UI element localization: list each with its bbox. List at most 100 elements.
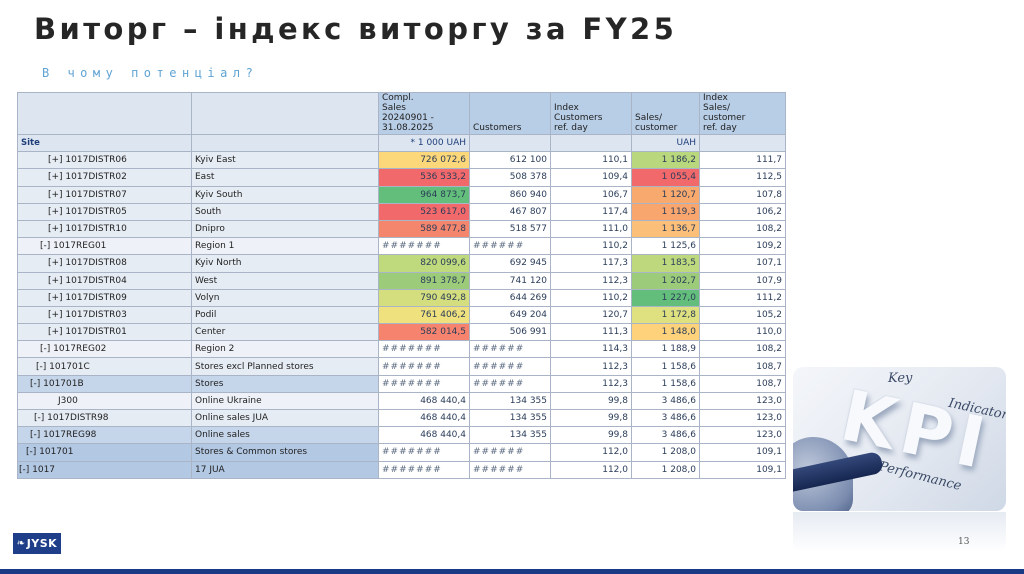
header-index-sales-per-customer[interactable]: Index Sales/ customer ref. day [699,92,786,135]
table-row: [+] 1017DISTR04 West 891 378,7 741 120 1… [17,271,786,290]
site-code[interactable]: [+] 1017DISTR01 [17,323,192,342]
index-spc-cell: 108,2 [699,340,786,359]
customers-cell: 506 991 [469,323,551,342]
index-spc-cell: 109,1 [699,460,786,479]
header-sales-line: Sales [382,103,406,113]
sales-cell: 964 873,7 [378,185,470,204]
customers-cell: 644 269 [469,288,551,307]
header-line: ref. day [703,123,737,133]
customers-cell: 134 355 [469,408,551,428]
header-line: ref. day [554,123,588,133]
index-spc-cell: 106,2 [699,202,786,221]
site-name: Online sales [191,426,379,445]
spc-cell: 3 486,6 [631,426,700,445]
site-code[interactable]: [+] 1017DISTR04 [17,271,192,290]
site-code[interactable]: [+] 1017DISTR03 [17,305,192,325]
customers-cell: 860 940 [469,185,551,204]
header-blank-2 [191,92,379,135]
site-code[interactable]: [-] 1017REG02 [17,340,192,359]
header-line: Sales/ [635,113,662,123]
site-name: Dnipro [191,219,379,239]
header-sales-line: Compl. [382,93,414,104]
sales-cell: ####### [378,340,470,359]
customers-cell: ###### [469,374,551,393]
spc-cell: 1 136,7 [631,219,700,239]
site-code[interactable]: [+] 1017DISTR06 [17,151,192,170]
site-code[interactable]: [-] 1017REG01 [17,237,192,256]
table-row: [-] 1017REG01 Region 1 ####### ###### 11… [17,237,786,256]
index-spc-cell: 107,1 [699,254,786,273]
site-code[interactable]: [+] 1017DISTR08 [17,254,192,273]
sales-cell: 536 533,2 [378,168,470,187]
spc-cell: 1 208,0 [631,443,700,462]
customers-cell: 467 807 [469,202,551,221]
site-code[interactable]: [+] 1017DISTR10 [17,219,192,239]
customers-cell: ###### [469,340,551,359]
customers-cell: 649 204 [469,305,551,325]
index-spc-cell: 109,1 [699,443,786,462]
spc-cell: 1 158,6 [631,374,700,393]
header-sales[interactable]: Compl. Sales 20240901 - 31.08.2025 [378,92,470,135]
sales-cell: 468 440,4 [378,426,470,445]
header-blank-1 [17,92,192,135]
site-name: 17 JUA [191,460,379,479]
units-blank [699,133,786,153]
sales-cell: 523 617,0 [378,202,470,221]
header-line: Customers [554,113,603,123]
logo-text: JYSK [26,537,58,550]
spc-cell: 1 172,8 [631,305,700,325]
site-name: Online sales JUA [191,408,379,428]
sales-unit: * 1 000 UAH [378,133,470,153]
index-customers-cell: 117,3 [550,254,632,273]
units-blank [191,133,379,153]
index-customers-cell: 111,0 [550,219,632,239]
customers-cell: ###### [469,460,551,479]
index-spc-cell: 111,2 [699,288,786,307]
site-name: Podil [191,305,379,325]
footer-bar [0,569,1024,574]
index-customers-cell: 120,7 [550,305,632,325]
site-code[interactable]: [+] 1017DISTR09 [17,288,192,307]
site-code[interactable]: [-] 101701C [17,357,192,376]
site-code[interactable]: [-] 1017REG98 [17,426,192,445]
table-row: [-] 1017REG02 Region 2 ####### ###### 11… [17,340,786,359]
spc-cell: 1 158,6 [631,357,700,376]
table-row: [-] 101701 Stores & Common stores ######… [17,443,786,462]
sales-cell: ####### [378,443,470,462]
site-code[interactable]: [+] 1017DISTR07 [17,185,192,204]
table-row: [+] 1017DISTR07 Kyiv South 964 873,7 860… [17,185,786,204]
units-blank [550,133,632,153]
header-sales-per-customer[interactable]: Sales/ customer [631,92,700,135]
site-code[interactable]: [-] 1017 [17,460,192,479]
site-code[interactable]: [-] 101701B [17,374,192,393]
site-name: South [191,202,379,221]
index-customers-cell: 111,3 [550,323,632,342]
site-name: Online Ukraine [191,391,379,411]
index-customers-cell: 112,0 [550,460,632,479]
kpi-illustration: KPI Key Indicator Performance [793,367,1006,511]
table-row: [-] 1017REG98 Online sales 468 440,4 134… [17,426,786,445]
site-name: Volyn [191,288,379,307]
site-code[interactable]: [+] 1017DISTR02 [17,168,192,187]
customers-cell: 741 120 [469,271,551,290]
spc-cell: 1 183,5 [631,254,700,273]
site-code[interactable]: [+] 1017DISTR05 [17,202,192,221]
jysk-logo: ❧ JYSK [13,533,61,554]
header-line: customer [703,113,746,123]
site-code[interactable]: [-] 101701 [17,443,192,462]
site-name: Kyiv North [191,254,379,273]
customers-cell: 508 378 [469,168,551,187]
header-customers-label: Customers [473,123,522,133]
spc-cell: 1 120,7 [631,185,700,204]
site-code[interactable]: [-] 1017DISTR98 [17,408,192,428]
index-customers-cell: 99,8 [550,426,632,445]
site-name: West [191,271,379,290]
table-row: [+] 1017DISTR06 Kyiv East 726 072,6 612 … [17,151,786,170]
sales-cell: 589 477,8 [378,219,470,239]
index-customers-cell: 112,0 [550,443,632,462]
header-customers[interactable]: Customers [469,92,551,135]
index-spc-cell: 112,5 [699,168,786,187]
spc-cell: 3 486,6 [631,408,700,428]
index-spc-cell: 109,2 [699,237,786,256]
header-index-customers[interactable]: Index Customers ref. day [550,92,632,135]
